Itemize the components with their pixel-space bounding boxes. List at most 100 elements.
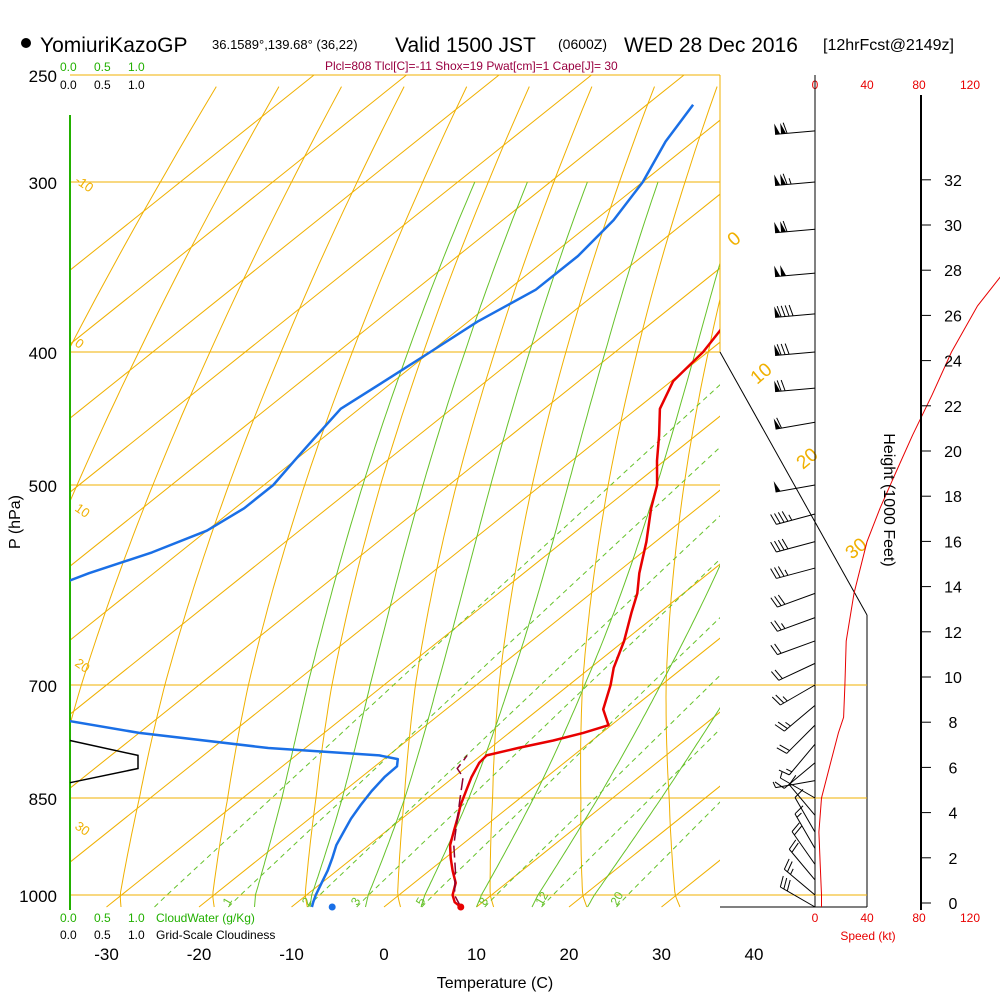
wind-barb-staff bbox=[777, 640, 816, 656]
mixing-ratio-line bbox=[421, 617, 720, 908]
height-tick-label: 22 bbox=[944, 399, 962, 416]
wind-barb-feather bbox=[774, 540, 781, 552]
wind-barb-staff bbox=[778, 662, 816, 681]
surface-temperature-point bbox=[457, 903, 465, 911]
speed-tick-label: 40 bbox=[860, 911, 874, 925]
isotherm-line bbox=[383, 637, 720, 908]
wind-barb bbox=[770, 662, 816, 681]
wind-barb-feather bbox=[779, 744, 790, 752]
cloudwater-scale-label: CloudWater (g/Kg) bbox=[156, 911, 255, 925]
wind-barb-half-feather bbox=[781, 623, 786, 629]
dry-adiabat-line bbox=[580, 86, 718, 908]
stability-indices: Plcl=808 Tlcl[C]=-11 Shox=19 Pwat[cm]=1 … bbox=[325, 59, 618, 73]
dry-adiabat-label: 10 bbox=[72, 500, 92, 521]
temperature-line bbox=[448, 328, 720, 908]
moist-adiabats bbox=[254, 181, 720, 908]
wind-barb-half-feather bbox=[772, 781, 777, 788]
wind-barb-half-feather bbox=[785, 721, 791, 727]
speed-tick-label: 120 bbox=[960, 78, 980, 92]
isotherm-line bbox=[847, 75, 1000, 907]
temperature-tick-label: 40 bbox=[745, 945, 764, 964]
cloudwater-tick-label: 1.0 bbox=[128, 911, 145, 925]
wind-barb-feather bbox=[788, 304, 794, 316]
height-tick-label: 28 bbox=[944, 263, 962, 280]
wind-barb bbox=[771, 684, 816, 706]
bottom-speed-scale: 0 40 80 120 Speed (kt) bbox=[812, 911, 981, 943]
wind-barb-pennant bbox=[780, 221, 787, 233]
height-tick-label: 18 bbox=[944, 489, 962, 506]
wind-barbs bbox=[770, 122, 816, 908]
cloudiness-line bbox=[69, 739, 139, 784]
speed-tick-label: 80 bbox=[912, 911, 926, 925]
wind-barb bbox=[794, 805, 816, 849]
dry-adiabat-label: 10 bbox=[747, 359, 777, 389]
height-tick-label: 4 bbox=[949, 806, 958, 823]
isotherm-line bbox=[291, 563, 720, 908]
wind-barb bbox=[778, 743, 816, 776]
height-axis-title: Height (1000 Feet) bbox=[880, 433, 897, 566]
wind-barb-feather bbox=[781, 511, 789, 522]
wind-barb-half-feather bbox=[788, 178, 792, 185]
wind-barb-feather bbox=[774, 596, 782, 606]
dry-adiabat-label: 0 bbox=[724, 228, 746, 251]
wind-barb-pennant bbox=[774, 306, 781, 318]
wind-barb-feather bbox=[777, 594, 786, 605]
wind-barb bbox=[774, 705, 816, 732]
surface-dewpoint-point bbox=[328, 903, 336, 911]
wind-barb-feather bbox=[777, 566, 785, 577]
wind-barb-feather bbox=[783, 858, 790, 870]
mixing-ratio-line bbox=[541, 728, 720, 908]
wind-barb-feather bbox=[794, 805, 804, 815]
wind-barb-feather bbox=[782, 220, 788, 232]
wind-barb-feather bbox=[770, 541, 777, 553]
wind-barb-feather bbox=[791, 822, 800, 832]
dry-adiabat-line bbox=[665, 297, 720, 908]
height-tick-label: 2 bbox=[949, 851, 958, 868]
wind-barb-staff bbox=[775, 272, 816, 278]
wind-barb-feather bbox=[770, 568, 777, 579]
wind-barb-feather bbox=[788, 839, 797, 850]
mixing-ratio-line bbox=[227, 446, 720, 908]
wind-barb-staff bbox=[784, 705, 816, 732]
wind-barb-feather bbox=[771, 696, 781, 706]
height-tick-label: 26 bbox=[944, 308, 962, 325]
panel-boundary-line bbox=[719, 351, 868, 616]
dry-adiabat-line bbox=[70, 86, 342, 727]
station-location: 36.1589°,139.68° (36,22) bbox=[212, 37, 358, 52]
speed-tick-label: 80 bbox=[912, 78, 926, 92]
wind-barb-half-feather bbox=[779, 771, 783, 779]
wind-barb-half-feather bbox=[782, 696, 788, 702]
wind-barb-half-feather bbox=[796, 812, 802, 818]
height-tick-label: 0 bbox=[949, 896, 958, 913]
wind-barb bbox=[774, 304, 816, 318]
wind-barb-feather bbox=[774, 620, 782, 631]
height-tick-label: 16 bbox=[944, 534, 962, 551]
cloudwater-tick-label: 0.5 bbox=[94, 911, 111, 925]
wind-barb-staff bbox=[775, 387, 816, 393]
wind-barb-staff bbox=[775, 313, 816, 318]
wind-barb bbox=[774, 343, 816, 356]
utc-time: (0600Z) bbox=[558, 36, 607, 52]
wind-barb-staff bbox=[775, 421, 816, 430]
cloudiness-tick-label: 0.0 bbox=[60, 928, 77, 942]
wind-barb-feather bbox=[793, 825, 803, 836]
y-axis-title: P (hPa) bbox=[7, 495, 24, 549]
wind-barb-pennant bbox=[774, 344, 781, 356]
wind-barb-pennant bbox=[774, 123, 781, 135]
dewpoint-line bbox=[70, 104, 695, 908]
wind-barb-staff bbox=[780, 886, 816, 908]
wind-barb-staff bbox=[788, 784, 816, 816]
pressure-tick-label: 1000 bbox=[19, 887, 57, 906]
wind-barb bbox=[770, 640, 816, 656]
dry-adiabat-line bbox=[70, 86, 217, 349]
isotherm-line bbox=[70, 75, 315, 271]
wind-barb bbox=[788, 839, 816, 881]
cloudiness-scale-label: Grid-Scale Cloudiness bbox=[156, 928, 275, 942]
wind-barb-feather bbox=[770, 597, 778, 608]
isotherm-line bbox=[70, 267, 720, 789]
wind-barb-feather bbox=[770, 621, 778, 632]
wind-barb-pennant bbox=[773, 418, 781, 430]
wind-barb-staff bbox=[775, 351, 816, 356]
